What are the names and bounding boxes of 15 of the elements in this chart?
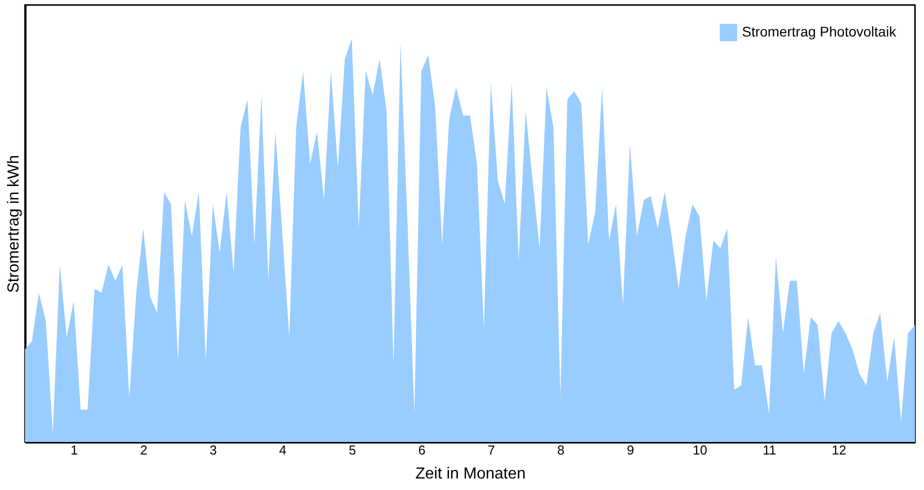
x-tick-label: 10 bbox=[692, 442, 708, 458]
x-tick-label: 12 bbox=[832, 442, 846, 458]
x-tick-label: 4 bbox=[279, 442, 286, 458]
x-tick-label: 2 bbox=[140, 442, 148, 458]
x-tick-label: 5 bbox=[348, 442, 356, 458]
x-tick-label: 3 bbox=[210, 442, 217, 458]
x-tick-label: 11 bbox=[762, 442, 776, 458]
x-tick-label: 7 bbox=[488, 442, 495, 458]
x-tick-label: 6 bbox=[418, 442, 426, 458]
x-axis-title: Zeit in Monaten bbox=[415, 466, 526, 482]
y-axis-title: Stromertrag in kWh bbox=[6, 155, 22, 293]
legend-label: Stromertrag Photovoltaik bbox=[742, 24, 898, 40]
x-tick-label: 9 bbox=[626, 442, 634, 458]
x-tick-label: 1 bbox=[70, 442, 78, 458]
x-tick-label: 8 bbox=[557, 442, 565, 458]
